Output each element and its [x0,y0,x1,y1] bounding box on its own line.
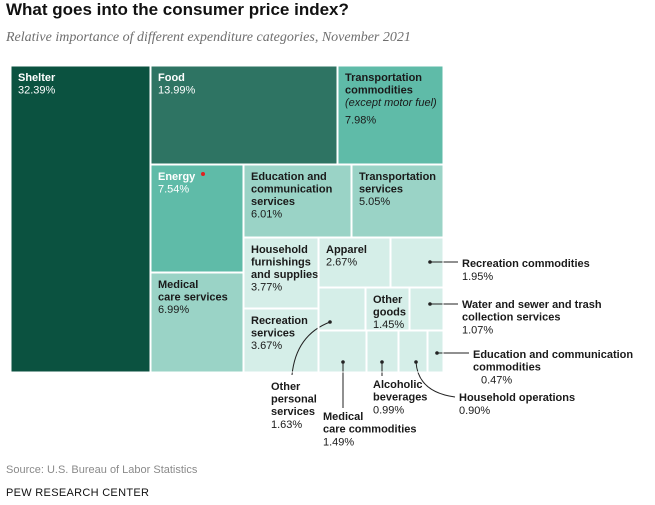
cell-border-other-goods [365,287,410,331]
chart-subtitle: Relative importance of different expendi… [6,30,411,45]
cell-value-recreation-services: 3.67% [251,340,282,352]
cell-label-transportation-commodities: Transportation commodities [345,72,422,97]
cell-value-shelter: 32.39% [18,85,56,97]
organization-label: PEW RESEARCH CENTER [6,487,150,499]
cell-border-household-furnishings-and-supplies [243,237,319,309]
treemap-cell-energy [151,165,243,272]
cell-value-other-personal-services: 1.63% [271,419,302,431]
cell-label-apparel: Apparel [326,244,367,256]
leader-dot-water-and-sewer-and-trash-collection-services [428,302,432,306]
cell-value-water-and-sewer-and-trash-collection-services: 1.07% [462,325,493,337]
treemap-cell-other-goods [366,288,409,330]
cell-label-shelter: Shelter [18,72,56,84]
cell-label-education-and-communication-commodities: Education and communication commodities [473,349,633,374]
leader-dot-medical-care-commodities [341,360,345,364]
treemap-cell-household-furnishings-and-supplies [244,238,318,308]
treemap-cell-food [151,66,337,164]
cell-label-recreation-services: Recreation services [251,315,308,340]
treemap-cell-education-and-communication-commodities [428,331,443,372]
cell-label-alcoholic-beverages: Alcoholic beverages [373,379,427,404]
cell-label-medical-care-services: Medical care services [158,279,228,304]
cell-value-medical-care-commodities: 1.49% [323,437,354,449]
cell-border-education-and-communication-services [243,164,352,238]
treemap-cell-water-and-sewer-and-trash-collection-services [410,288,443,330]
treemap-cell-shelter [11,66,150,372]
leader-dot-education-and-communication-commodities [435,351,439,355]
cell-value-food: 13.99% [158,85,196,97]
treemap-cell-education-and-communication-services [244,165,351,237]
leader-dot-recreation-commodities [428,260,432,264]
cell-border-transportation-commodities [337,65,444,165]
treemap-cell-recreation-services [244,309,318,372]
cell-value-alcoholic-beverages: 0.99% [373,405,404,417]
cell-label-household-operations: Household operations [459,392,575,404]
cell-label-transportation-services: Transportation services [359,171,436,196]
leader-dot-household-operations [414,360,418,364]
cell-border-recreation-commodities [390,237,444,288]
cell-value-medical-care-services: 6.99% [158,304,189,316]
cell-value-recreation-commodities: 1.95% [462,271,493,283]
cell-label-household-furnishings-and-supplies: Household furnishings and supplies [251,244,318,281]
cell-value-education-and-communication-services: 6.01% [251,209,282,221]
leader-line-other-personal-services [291,321,331,376]
cell-border-food [150,65,338,165]
cell-note-transportation-commodities: (except motor fuel) [345,97,437,109]
cell-value-apparel: 2.67% [326,257,357,269]
treemap-cell-household-operations [399,331,427,372]
energy-marker-dot [201,172,205,176]
cell-value-transportation-services: 5.05% [359,196,390,208]
chart-title: What goes into the consumer price index? [6,0,349,19]
cell-value-education-and-communication-commodities: 0.47% [481,375,512,387]
cell-border-water-and-sewer-and-trash-collection-services [409,287,444,331]
cell-label-recreation-commodities: Recreation commodities [462,258,590,270]
treemap-cell-transportation-commodities [338,66,443,164]
treemap-cell-transportation-services [352,165,443,237]
cell-label-other-goods: Other goods [373,294,406,319]
cell-border-other-personal-services [318,287,366,331]
cell-label-other-personal-services: Other personal services [271,381,317,418]
cell-label-medical-care-commodities: Medical care commodities [323,411,417,436]
cell-border-recreation-services [243,308,319,373]
cell-label-education-and-communication-services: Education and communication services [251,171,333,208]
cell-border-apparel [318,237,391,288]
treemap-cell-apparel [319,238,390,287]
treemap-cell-medical-care-services [151,273,243,372]
cell-value-other-goods: 1.45% [373,319,404,331]
cell-border-transportation-services [351,164,444,238]
cell-label-food: Food [158,72,185,84]
cell-border-alcoholic-beverages [366,330,399,373]
cell-label-energy: Energy [158,171,196,183]
leader-dot-alcoholic-beverages [380,360,384,364]
leader-line-household-operations [415,361,456,398]
cell-value-transportation-commodities: 7.98% [345,115,376,127]
cell-value-household-operations: 0.90% [459,405,490,417]
source-note: Source: U.S. Bureau of Labor Statistics [6,464,198,476]
cell-border-shelter [10,65,151,373]
leader-dot-other-personal-services [328,320,332,324]
cell-border-household-operations [398,330,428,373]
cell-border-medical-care-commodities [318,330,367,373]
cell-value-energy: 7.54% [158,184,189,196]
cell-border-medical-care-services [150,272,244,373]
cell-border-energy [150,164,244,273]
cell-label-water-and-sewer-and-trash-collection-services: Water and sewer and trash collection serv… [462,299,602,324]
cell-border-education-and-communication-commodities [427,330,444,373]
cell-value-household-furnishings-and-supplies: 3.77% [251,282,282,294]
